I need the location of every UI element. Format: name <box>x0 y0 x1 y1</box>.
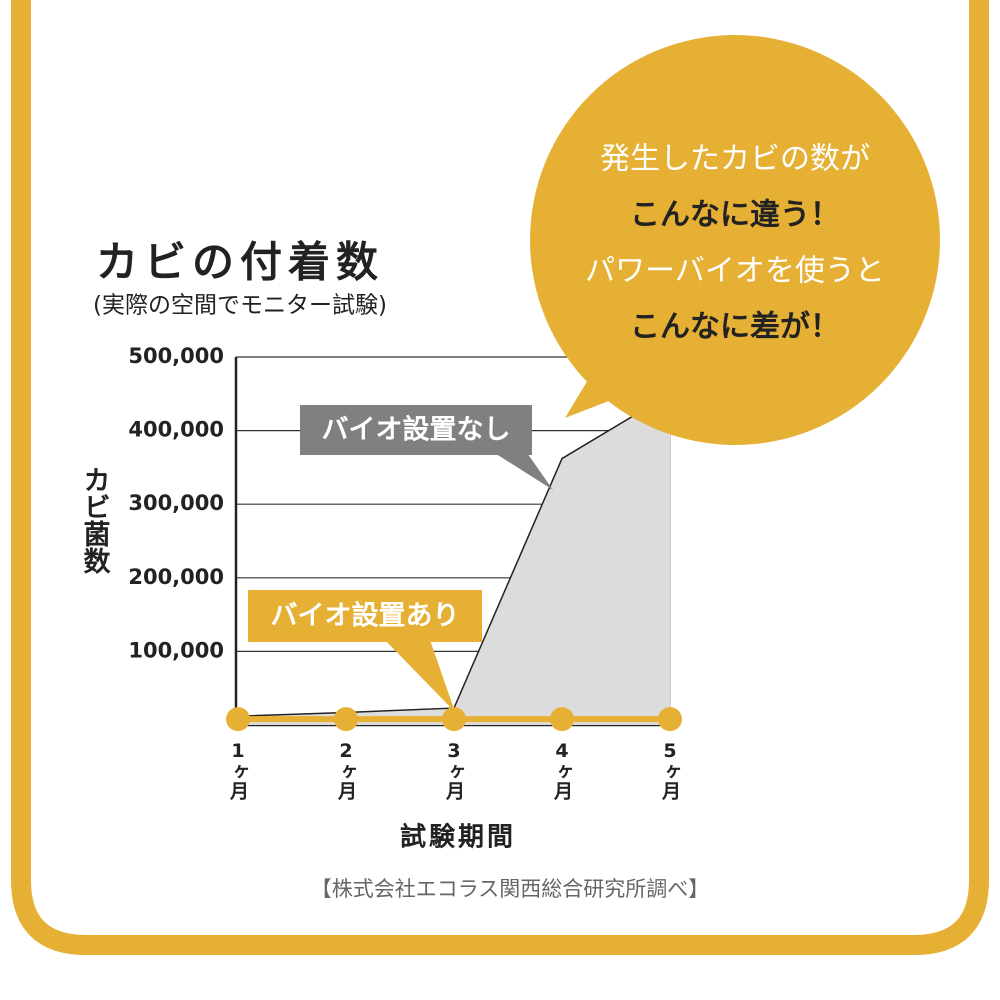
x-tick-label: 5ヶ月 <box>659 740 682 801</box>
x-tick-label: 3ヶ月 <box>443 740 466 801</box>
chart-subtitle: (実際の空間でモニター試験) <box>93 293 387 319</box>
annotation: こんなに違う！ <box>630 198 840 233</box>
legend-label: バイオ設置なし <box>322 414 511 446</box>
speech-bubble: 発生したカビの数が こんなに違う！ パワーバイオを使うと こんなに差が！ <box>530 35 940 445</box>
annotation: パワーバイオを使うと <box>585 254 885 289</box>
callout-tail <box>490 450 553 490</box>
x-tick-label: 4ヶ月 <box>551 740 574 801</box>
plot: 100,000 200,000 300,000 400,000 500,000 1ヶ月 2ヶ… <box>128 344 682 801</box>
y-tick-label: 100,000 <box>128 638 224 662</box>
bubble-circle <box>530 35 940 445</box>
y-tick-label: 200,000 <box>128 565 224 589</box>
annotation: こんなに差が！ <box>630 310 840 345</box>
legend-box <box>248 590 482 642</box>
point <box>442 707 466 732</box>
point <box>550 707 574 732</box>
x-tick-label: 2ヶ月 <box>335 740 358 801</box>
legend-label: バイオ設置あり <box>271 600 460 632</box>
x-tick-label: 1ヶ月 <box>227 740 250 801</box>
y-tick-label: 500,000 <box>128 344 224 368</box>
x-axis-label: 試験期間 <box>400 822 516 853</box>
point <box>658 707 682 732</box>
point <box>226 707 250 732</box>
bubble-tail <box>565 360 650 418</box>
y-axis-label: カビ菌数 <box>79 466 111 575</box>
frame <box>11 0 989 955</box>
chart-title: カビの付着数 <box>96 238 384 287</box>
point <box>334 707 358 732</box>
source-note: 【株式会社エコラス関西総合研究所調べ】 <box>311 877 710 901</box>
y-tick-label: 300,000 <box>128 491 224 515</box>
legend-box <box>300 405 532 455</box>
annotation: 発生したカビの数が <box>600 142 870 177</box>
y-tick-label: 400,000 <box>128 418 224 442</box>
callout-tail <box>385 640 455 712</box>
area <box>238 393 670 725</box>
